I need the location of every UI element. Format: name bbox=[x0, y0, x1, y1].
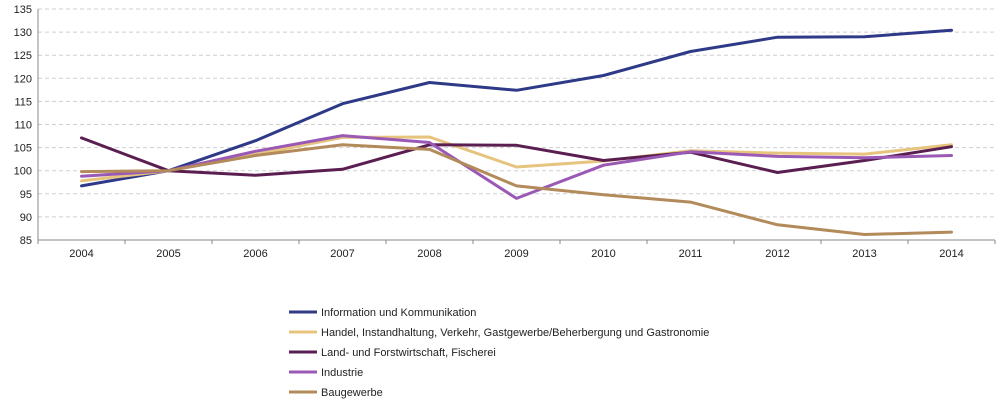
x-tick-labels: 2004 2005 2006 2007 2008 2009 2010 2011 2012 2013… bbox=[69, 248, 963, 260]
y-tick-label: 95 bbox=[20, 189, 32, 201]
x-tick-label: 2006 bbox=[243, 248, 267, 260]
grid bbox=[38, 8, 995, 218]
legend-label: Land- und Forstwirtschaft, Fischerei bbox=[321, 347, 496, 359]
series-lines bbox=[80, 28, 953, 236]
y-tick-label: 125 bbox=[14, 50, 32, 62]
axes bbox=[37, 9, 996, 244]
y-tick-label: 85 bbox=[20, 235, 32, 247]
legend-label: Information und Kommunikation bbox=[321, 307, 476, 319]
series-line-3 bbox=[80, 136, 953, 177]
y-tick-label: 115 bbox=[14, 96, 32, 108]
legend: Information und Kommunikation Handel, Ins… bbox=[289, 307, 709, 399]
y-tick-labels: 85 90 95 100 105 110 115 120 125 130 135 bbox=[14, 4, 32, 247]
x-tick-label: 2004 bbox=[69, 248, 93, 260]
x-tick-label: 2010 bbox=[591, 248, 615, 260]
legend-label: Baugewerbe bbox=[321, 387, 383, 399]
y-tick-label: 110 bbox=[14, 120, 32, 132]
series-line-4 bbox=[80, 134, 953, 200]
x-tick-label: 2009 bbox=[504, 248, 528, 260]
y-tick-label: 130 bbox=[14, 27, 32, 39]
x-tick-label: 2012 bbox=[765, 248, 789, 260]
y-tick-label: 105 bbox=[14, 143, 32, 155]
y-tick-label: 100 bbox=[14, 166, 32, 178]
series-line-1 bbox=[80, 28, 953, 188]
y-tick-label: 90 bbox=[20, 212, 32, 224]
y-tick-label: 135 bbox=[14, 4, 32, 16]
y-tick-label: 120 bbox=[14, 73, 32, 85]
x-tick-label: 2007 bbox=[330, 248, 354, 260]
x-tick-label: 2005 bbox=[156, 248, 180, 260]
x-tick-label: 2013 bbox=[852, 248, 876, 260]
x-tick-label: 2011 bbox=[679, 248, 703, 260]
x-tick-label: 2008 bbox=[417, 248, 441, 260]
series-line-5 bbox=[80, 143, 953, 236]
x-tick-label: 2014 bbox=[939, 248, 963, 260]
legend-label: Industrie bbox=[321, 367, 363, 379]
legend-label: Handel, Instandhaltung, Verkehr, Gastgew… bbox=[321, 327, 709, 339]
